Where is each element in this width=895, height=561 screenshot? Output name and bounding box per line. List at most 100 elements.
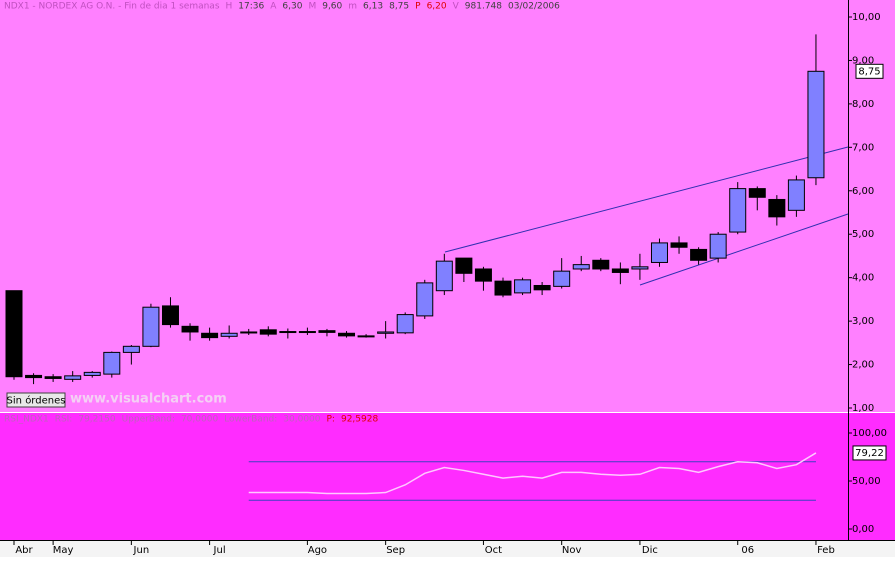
y-tick-label: 100,00 (852, 428, 887, 439)
orders-button-label[interactable]: Sin órdenes (7, 395, 66, 407)
header-text: A (270, 2, 277, 12)
header-text: RSI: (55, 415, 73, 425)
header-text: P (415, 2, 421, 12)
x-tick-label: Nov (562, 545, 582, 556)
x-tick-label: Abr (15, 545, 33, 556)
candle-body (416, 282, 434, 317)
header-text: 981.748 (465, 2, 502, 12)
candle-body (122, 345, 140, 353)
header-text: P: (327, 415, 335, 425)
header-text: M (308, 2, 316, 12)
header-text: m (348, 2, 357, 12)
candle-body (83, 371, 101, 376)
trend-line (639, 213, 849, 286)
candle-body (592, 259, 610, 270)
candle-body (64, 375, 82, 380)
candle-body (768, 198, 786, 218)
header-text: 8,75 (389, 2, 409, 12)
header-text: 03/02/2006 (508, 2, 560, 12)
x-tick-label: 06 (741, 545, 754, 556)
candle-body (455, 257, 473, 274)
header-text: H (226, 2, 233, 12)
candle-body (729, 188, 747, 233)
y-tick-label: 7,00 (852, 142, 874, 153)
last-value-box (855, 63, 884, 79)
last-value-label: 79,22 (855, 448, 884, 459)
candle-body (533, 284, 551, 291)
candle-body (279, 331, 297, 334)
y-tick-label: 2,00 (852, 360, 874, 371)
candle-body (103, 351, 121, 375)
candle-body (690, 248, 708, 261)
x-tick-label: Jul (213, 545, 226, 556)
candle-body (396, 314, 414, 334)
candle-body (572, 264, 590, 270)
rsi-panel (0, 413, 895, 541)
x-tick-label: Oct (485, 545, 502, 556)
candle-body (357, 335, 375, 338)
last-value-label: 8,75 (858, 66, 880, 77)
candle-body (161, 305, 179, 326)
candle-body (142, 306, 160, 347)
candle-body (611, 268, 629, 273)
header-text: 17:36 (238, 2, 264, 12)
x-tick-label: May (53, 545, 74, 556)
candle-body (240, 331, 258, 334)
header-text: 6,30 (282, 2, 302, 12)
candle-body (670, 242, 688, 248)
y-tick-label: 6,00 (852, 186, 874, 197)
candle-body (181, 325, 199, 333)
header-text: 9,60 (322, 2, 342, 12)
candle-body (787, 179, 805, 211)
x-tick-label: Ago (308, 545, 327, 556)
candle-body (709, 233, 727, 259)
orders-button[interactable] (6, 392, 66, 408)
x-tick-label: Feb (817, 545, 835, 556)
header-text: 70,0000 (181, 415, 218, 425)
watermark: www.visualchart.com (70, 392, 227, 407)
time-axis (0, 541, 895, 557)
header-text: V (453, 2, 460, 12)
candle-body (44, 376, 62, 379)
candle-body (494, 280, 512, 296)
candle-body (435, 260, 453, 292)
candle-body (377, 331, 395, 334)
plot: 1,00 2,00 3,00 4,00 5,00 6,00 7,00 8,00 9,00 10,0… (4, 2, 887, 557)
y-tick-label: 9,00 (852, 55, 874, 66)
header-text: RSI_NDX1 (4, 415, 49, 425)
last-value-box (852, 445, 887, 461)
header-text: 6,13 (363, 2, 383, 12)
header-text: 92,5928 (341, 415, 378, 425)
x-tick-label: Dic (642, 545, 658, 556)
y-tick-label: 1,00 (852, 403, 874, 414)
y-tick-label: 3,00 (852, 316, 874, 327)
header-text: 79,2150 (78, 415, 115, 425)
candle-body (807, 70, 825, 179)
y-tick-label: 50,00 (852, 476, 881, 487)
y-tick-label: 4,00 (852, 273, 874, 284)
candle-body (201, 332, 219, 339)
candle-body (474, 268, 492, 282)
candle-body (514, 279, 532, 294)
candle-body (318, 330, 336, 333)
candle-body (553, 270, 571, 287)
candle-body (220, 332, 238, 337)
candle-body (650, 242, 668, 263)
y-tick-label: 0,00 (852, 524, 874, 535)
candle-body (25, 374, 43, 379)
candle-body (631, 266, 649, 270)
candle-body (338, 332, 356, 337)
y-tick-label: 8,00 (852, 99, 874, 110)
candle-body (5, 290, 23, 378)
header-text: UpperBand: (122, 415, 175, 425)
candle-body (259, 329, 277, 335)
header-text: 30,0000 (283, 415, 320, 425)
x-tick-label: Sep (386, 545, 405, 556)
header-text: LowerBand: (224, 415, 277, 425)
y-tick-label: 10,00 (852, 12, 881, 23)
header-text: NDX1 - NORDEX AG O.N. - Fin de dia 1 sem… (4, 2, 220, 12)
candle-body (298, 331, 316, 334)
x-tick-label: Jun (133, 545, 150, 556)
candle-body (748, 188, 766, 198)
